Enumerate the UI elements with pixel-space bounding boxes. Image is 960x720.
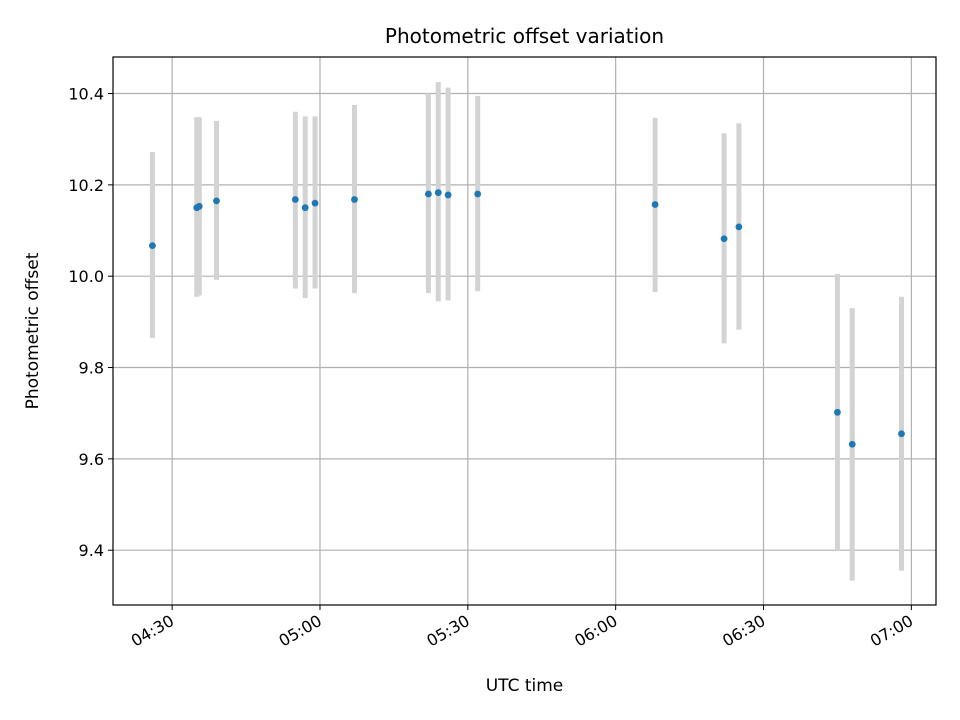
y-tick-label: 10.0	[68, 267, 104, 286]
data-point	[425, 190, 432, 198]
data-point	[301, 204, 309, 212]
plot-area-frame	[112, 56, 937, 606]
data-points	[149, 189, 905, 448]
data-point	[898, 430, 905, 438]
data-point	[213, 197, 220, 205]
chart-title: Photometric offset variation	[385, 24, 664, 48]
data-point	[720, 235, 728, 243]
y-tick-label: 10.2	[68, 176, 104, 195]
data-point	[149, 242, 156, 250]
data-point	[291, 196, 299, 203]
data-point	[735, 223, 743, 231]
data-point	[834, 408, 841, 416]
y-axis-ticks: 9.4 9.6 9.8 10.0 10.2 10.4	[68, 85, 113, 560]
grid	[113, 57, 936, 605]
x-axis-label: UTC time	[486, 676, 564, 696]
y-tick-label: 10.4	[68, 85, 104, 104]
y-axis-label: Photometric offset	[23, 252, 43, 409]
data-point	[311, 199, 319, 207]
y-tick-label: 9.6	[79, 450, 104, 469]
data-point	[444, 191, 452, 199]
data-point	[195, 202, 203, 210]
y-tick-label: 9.8	[79, 359, 104, 378]
data-point	[351, 196, 358, 203]
data-point	[434, 189, 442, 197]
data-point	[848, 440, 856, 448]
y-tick-label: 9.4	[79, 541, 104, 560]
data-point	[651, 201, 659, 208]
data-point	[474, 190, 482, 198]
